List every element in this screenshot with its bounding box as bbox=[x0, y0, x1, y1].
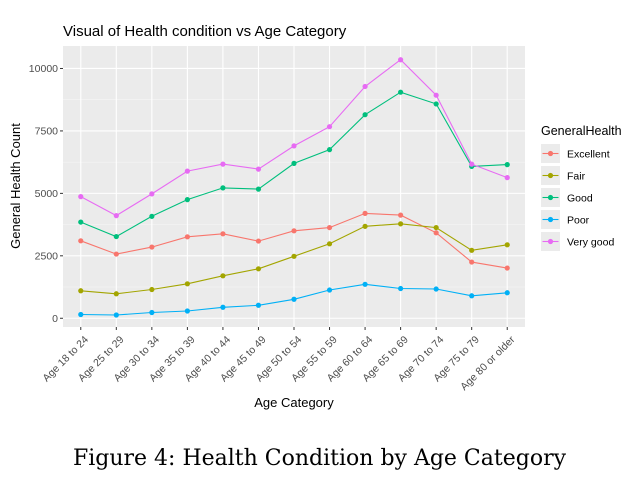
data-point-poor bbox=[149, 309, 155, 316]
data-point-good bbox=[184, 197, 190, 203]
legend-item-good: Good bbox=[541, 188, 593, 207]
data-point-good bbox=[291, 160, 297, 166]
data-point-fair bbox=[362, 223, 368, 229]
legend-key-point bbox=[547, 216, 554, 223]
data-point-poor bbox=[291, 296, 297, 302]
data-point-excellent bbox=[504, 265, 510, 271]
legend-key-point bbox=[547, 172, 554, 179]
y-tick-label: 5000 bbox=[35, 188, 59, 200]
legend-items: Excellent Fair Good Poor Very good bbox=[541, 144, 614, 251]
data-point-excellent bbox=[469, 259, 475, 265]
data-point-very-good bbox=[149, 191, 155, 197]
data-point-fair bbox=[113, 291, 119, 297]
legend-key-point bbox=[547, 238, 554, 245]
data-point-excellent bbox=[326, 224, 333, 231]
data-point-good bbox=[113, 233, 119, 240]
data-point-very-good bbox=[433, 92, 439, 98]
data-point-excellent bbox=[149, 244, 155, 250]
y-tick-label: 0 bbox=[52, 313, 58, 325]
data-point-poor bbox=[255, 302, 262, 308]
legend-key-point bbox=[547, 150, 554, 157]
legend-label: Fair bbox=[567, 171, 586, 183]
y-tick-label: 7500 bbox=[35, 126, 59, 138]
data-point-good bbox=[78, 219, 84, 225]
y-axis-title: General Health Count bbox=[8, 123, 23, 249]
data-point-very-good bbox=[291, 143, 297, 149]
data-point-fair bbox=[291, 253, 297, 259]
data-point-good bbox=[362, 112, 368, 118]
data-point-fair bbox=[398, 221, 404, 227]
data-point-very-good bbox=[398, 57, 404, 63]
data-point-excellent bbox=[433, 230, 439, 236]
data-point-fair bbox=[220, 273, 226, 279]
y-axis-ticks: 0 2500 5000 7500 10000 bbox=[29, 63, 63, 325]
data-point-poor bbox=[184, 308, 190, 314]
legend-key-point bbox=[547, 194, 554, 201]
data-point-poor bbox=[220, 304, 226, 310]
y-tick-label: 2500 bbox=[35, 250, 59, 262]
data-point-very-good bbox=[362, 83, 368, 90]
data-point-poor bbox=[433, 286, 439, 292]
data-point-fair bbox=[184, 281, 190, 287]
legend-item-poor: Poor bbox=[541, 210, 590, 229]
data-point-good bbox=[326, 147, 333, 153]
legend-item-excellent: Excellent bbox=[541, 144, 610, 163]
data-point-good bbox=[149, 213, 155, 219]
data-point-poor bbox=[362, 281, 368, 287]
chart-title: Visual of Health condition vs Age Catego… bbox=[63, 23, 347, 40]
data-point-good bbox=[504, 162, 510, 168]
data-point-fair bbox=[78, 288, 84, 294]
legend-item-very-good: Very good bbox=[541, 232, 614, 251]
legend-label: Very good bbox=[567, 237, 614, 249]
data-point-fair bbox=[326, 241, 333, 247]
data-point-very-good bbox=[184, 168, 190, 174]
legend-label: Poor bbox=[567, 215, 590, 227]
data-point-excellent bbox=[291, 228, 297, 234]
data-point-fair bbox=[504, 242, 510, 248]
data-point-poor bbox=[78, 311, 84, 318]
data-point-good bbox=[433, 101, 439, 107]
data-point-very-good bbox=[326, 124, 333, 130]
data-point-poor bbox=[469, 293, 475, 299]
x-axis-title: Age Category bbox=[254, 395, 334, 410]
legend: GeneralHealth Excellent Fair Good Poor Very … bbox=[541, 124, 622, 251]
data-point-fair bbox=[255, 266, 262, 272]
data-point-very-good bbox=[255, 166, 262, 172]
figure-caption: Figure 4: Health Condition by Age Catego… bbox=[72, 446, 567, 471]
data-point-good bbox=[220, 185, 226, 191]
data-point-excellent bbox=[113, 251, 119, 257]
legend-title: GeneralHealth bbox=[541, 124, 622, 138]
legend-label: Excellent bbox=[567, 149, 610, 161]
data-point-very-good bbox=[504, 175, 510, 181]
y-tick-label: 10000 bbox=[29, 63, 58, 75]
data-point-very-good bbox=[469, 161, 475, 167]
legend-label: Good bbox=[567, 193, 593, 205]
data-point-very-good bbox=[113, 212, 119, 219]
data-point-poor bbox=[398, 285, 404, 292]
data-point-excellent bbox=[184, 234, 190, 240]
data-point-fair bbox=[433, 224, 439, 231]
legend-item-fair: Fair bbox=[541, 166, 586, 185]
chart: Visual of Health condition vs Age Catego… bbox=[8, 23, 622, 410]
data-point-excellent bbox=[255, 238, 262, 244]
grid-lines bbox=[63, 46, 525, 327]
data-point-excellent bbox=[78, 238, 84, 244]
data-point-good bbox=[255, 186, 262, 192]
data-point-fair bbox=[149, 286, 155, 293]
data-point-very-good bbox=[220, 161, 226, 167]
data-point-poor bbox=[504, 290, 510, 296]
data-point-poor bbox=[113, 312, 119, 318]
data-point-excellent bbox=[362, 210, 368, 216]
data-point-fair bbox=[469, 247, 475, 253]
data-point-very-good bbox=[78, 194, 84, 200]
data-point-good bbox=[398, 89, 404, 95]
data-point-excellent bbox=[398, 212, 404, 218]
data-point-excellent bbox=[220, 231, 226, 237]
series-layer bbox=[78, 57, 510, 318]
data-point-poor bbox=[326, 287, 333, 293]
